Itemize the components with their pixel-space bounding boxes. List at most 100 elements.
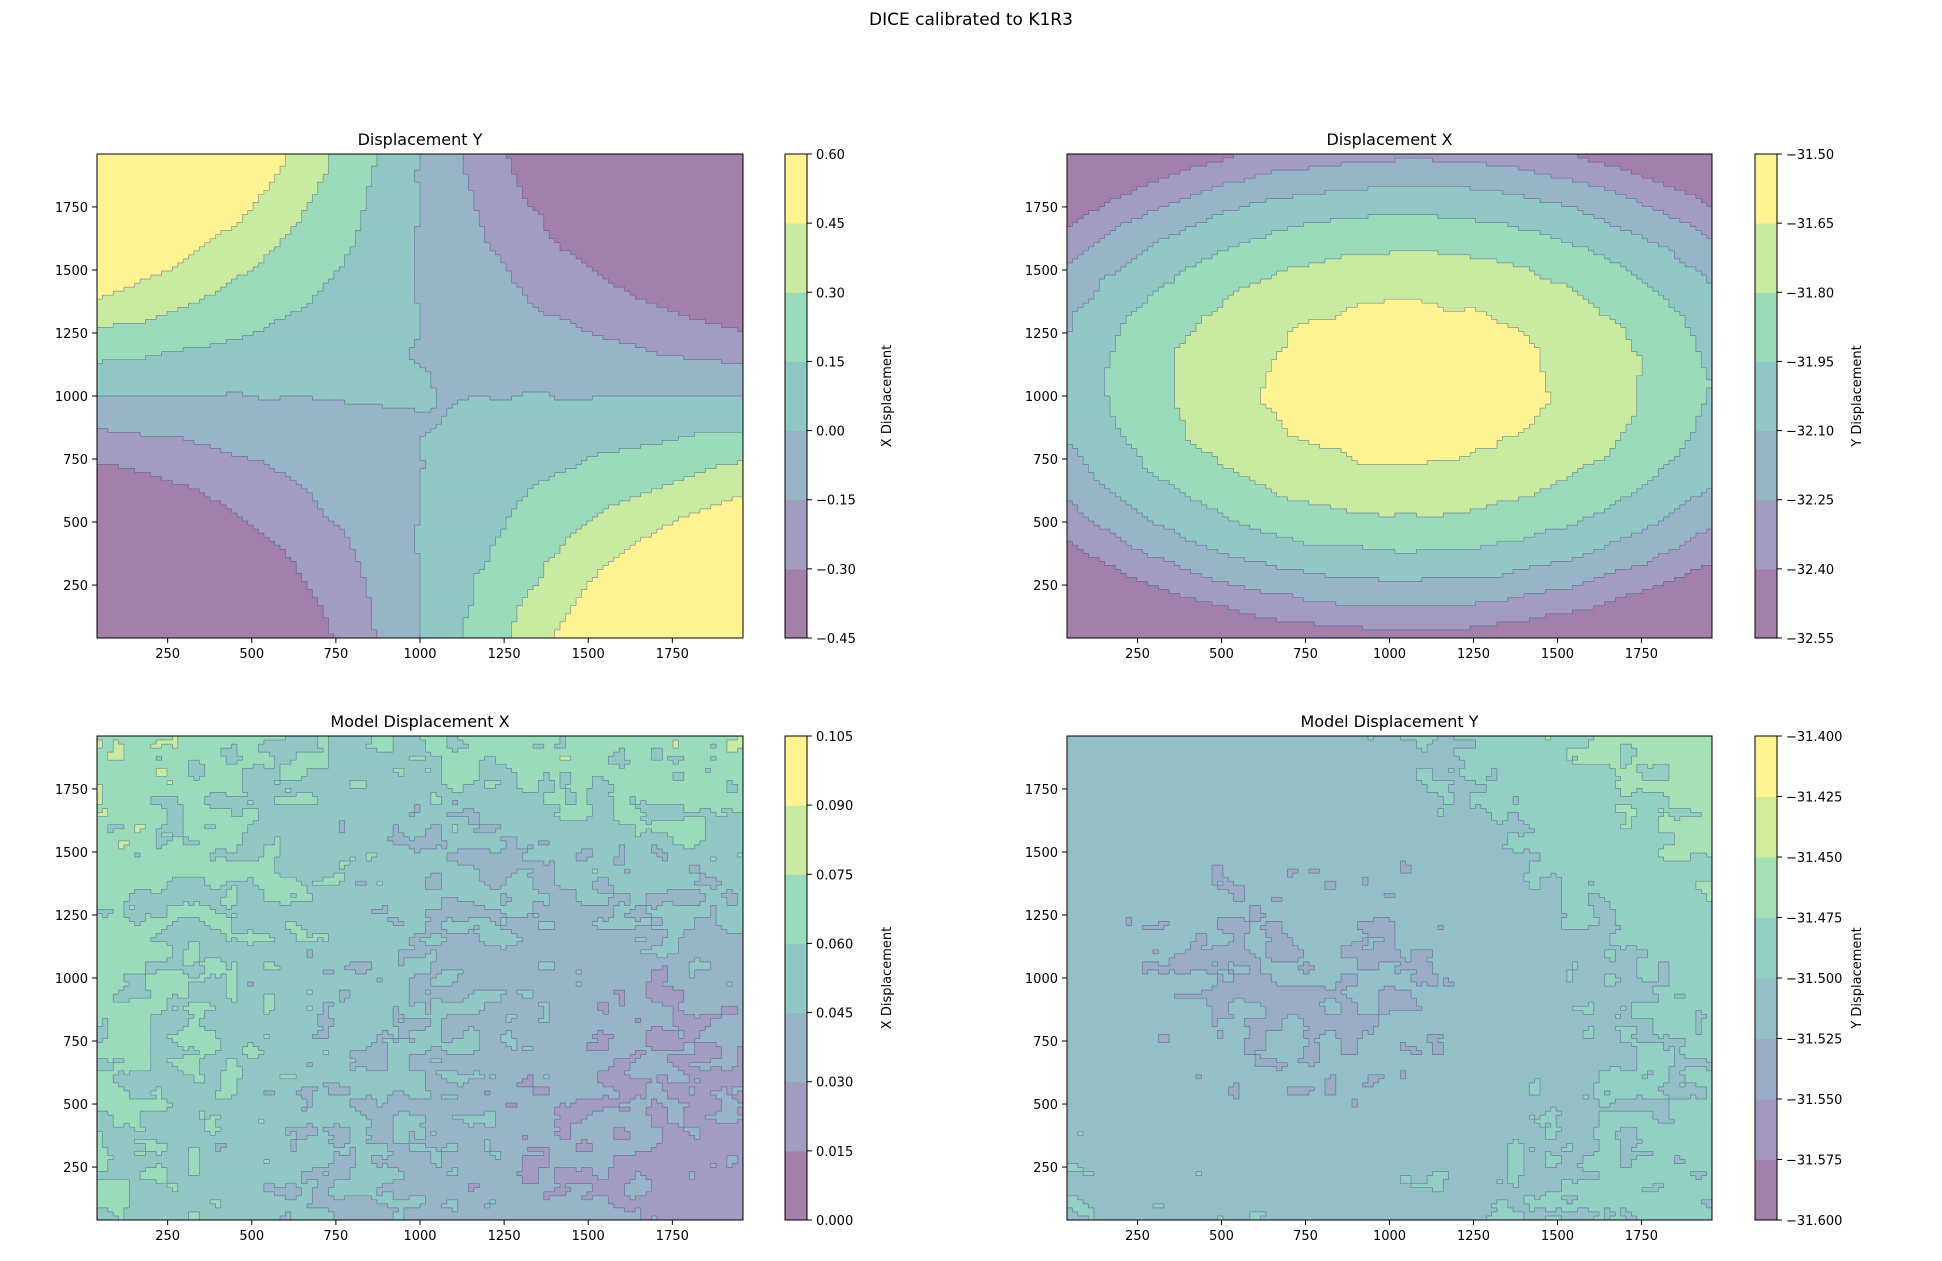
contour-cell	[366, 186, 421, 191]
contour-cell	[613, 557, 743, 562]
contour-cell	[1432, 1050, 1444, 1056]
contour-cell	[1067, 909, 1251, 915]
contour-cell	[1319, 1046, 1342, 1052]
contour-cell	[210, 885, 222, 890]
contour-cell	[452, 824, 459, 830]
contour-cell	[1067, 315, 1073, 320]
contour-cell	[129, 1187, 173, 1193]
contour-cell	[576, 1143, 593, 1148]
contour-cell	[656, 351, 743, 357]
contour-cell	[441, 1163, 523, 1169]
contour-cell	[1067, 525, 1100, 530]
contour-cell	[393, 832, 405, 838]
contour-cell	[355, 1151, 394, 1157]
contour-cell	[242, 812, 260, 818]
contour-cell	[1330, 1074, 1337, 1080]
contour-cell	[1233, 998, 1245, 1003]
contour-cell	[430, 969, 443, 975]
contour-cell	[204, 1119, 217, 1124]
contour-cell	[393, 1022, 432, 1027]
contour-cell	[1475, 218, 1606, 224]
contour-cell	[1658, 242, 1712, 248]
contour-cell	[1341, 978, 1358, 983]
contour-cell	[371, 909, 389, 915]
contour-cell	[97, 957, 168, 963]
contour-cell	[667, 1078, 690, 1084]
contour-cell	[1169, 961, 1213, 967]
contour-cell	[199, 1111, 206, 1116]
contour-cell	[619, 820, 647, 826]
contour-cell	[166, 812, 184, 818]
contour-cell	[1174, 561, 1267, 566]
contour-cell	[113, 1074, 195, 1080]
contour-cell	[635, 541, 743, 546]
contour-cell	[1104, 484, 1176, 490]
contour-cell	[1067, 343, 1116, 349]
contour-cell	[1636, 1046, 1665, 1052]
contour-cell	[479, 816, 561, 822]
contour-cell	[597, 877, 610, 882]
contour-cell	[296, 1183, 319, 1189]
contour-cell	[1067, 327, 1073, 333]
contour-cell	[1620, 1147, 1632, 1153]
contour-cell	[1416, 549, 1595, 554]
contour-cell	[97, 593, 313, 599]
contour-cell	[592, 331, 743, 337]
contour-cell	[156, 756, 163, 761]
contour-cell	[123, 913, 147, 919]
colorbar-tick-label: 0.105	[816, 730, 853, 745]
contour-cell	[559, 625, 743, 631]
contour-cell	[371, 1135, 394, 1140]
contour-cell	[231, 279, 330, 284]
contour-cell	[489, 553, 556, 558]
contour-cell	[716, 756, 743, 761]
contour-cell	[1067, 609, 1240, 615]
contour-cell	[226, 391, 243, 397]
contour-cell	[123, 901, 184, 906]
contour-cell	[97, 1094, 130, 1100]
contour-cell	[317, 1030, 330, 1036]
contour-cell	[576, 889, 599, 894]
contour-cell	[673, 521, 743, 526]
contour-cell	[430, 792, 437, 798]
contour-cell	[409, 1131, 416, 1136]
contour-cell	[522, 857, 577, 862]
contour-cell	[667, 857, 712, 862]
contour-cell	[1695, 347, 1712, 353]
contour-cell	[619, 1107, 631, 1112]
x-tick-label: 1000	[403, 1229, 436, 1244]
contour-cell	[414, 359, 723, 365]
contour-cell	[263, 1006, 276, 1011]
contour-cell	[193, 250, 270, 256]
contour-cell	[231, 929, 249, 935]
contour-cell	[420, 736, 448, 741]
contour-cell	[1706, 279, 1712, 284]
contour-cell	[603, 1107, 620, 1112]
contour-cell	[376, 158, 421, 163]
contour-cell	[619, 748, 626, 753]
contour-cell	[624, 1191, 647, 1197]
contour-cell	[667, 953, 743, 959]
contour-cell	[694, 844, 743, 850]
contour-cell	[737, 1107, 743, 1112]
contour-cell	[1373, 1082, 1530, 1088]
contour-cell	[1067, 764, 1466, 769]
contour-cell	[344, 1143, 389, 1148]
contour-cell	[1561, 1111, 1600, 1116]
contour-cell	[97, 788, 103, 794]
contour-cell	[484, 756, 496, 761]
contour-cell	[694, 1046, 723, 1052]
contour-cell	[1545, 1163, 1557, 1169]
contour-cell	[107, 812, 168, 818]
contour-cell	[1153, 472, 1240, 478]
contour-cell	[1115, 270, 1181, 276]
contour-cell	[236, 982, 249, 987]
contour-cell	[662, 937, 679, 943]
contour-cell	[446, 1050, 475, 1056]
contour-cell	[678, 744, 712, 749]
contour-cell	[737, 852, 743, 858]
contour-cell	[285, 925, 303, 931]
contour-cell	[1443, 1183, 1514, 1189]
contour-cell	[1529, 1082, 1541, 1088]
contour-cell	[479, 820, 620, 826]
